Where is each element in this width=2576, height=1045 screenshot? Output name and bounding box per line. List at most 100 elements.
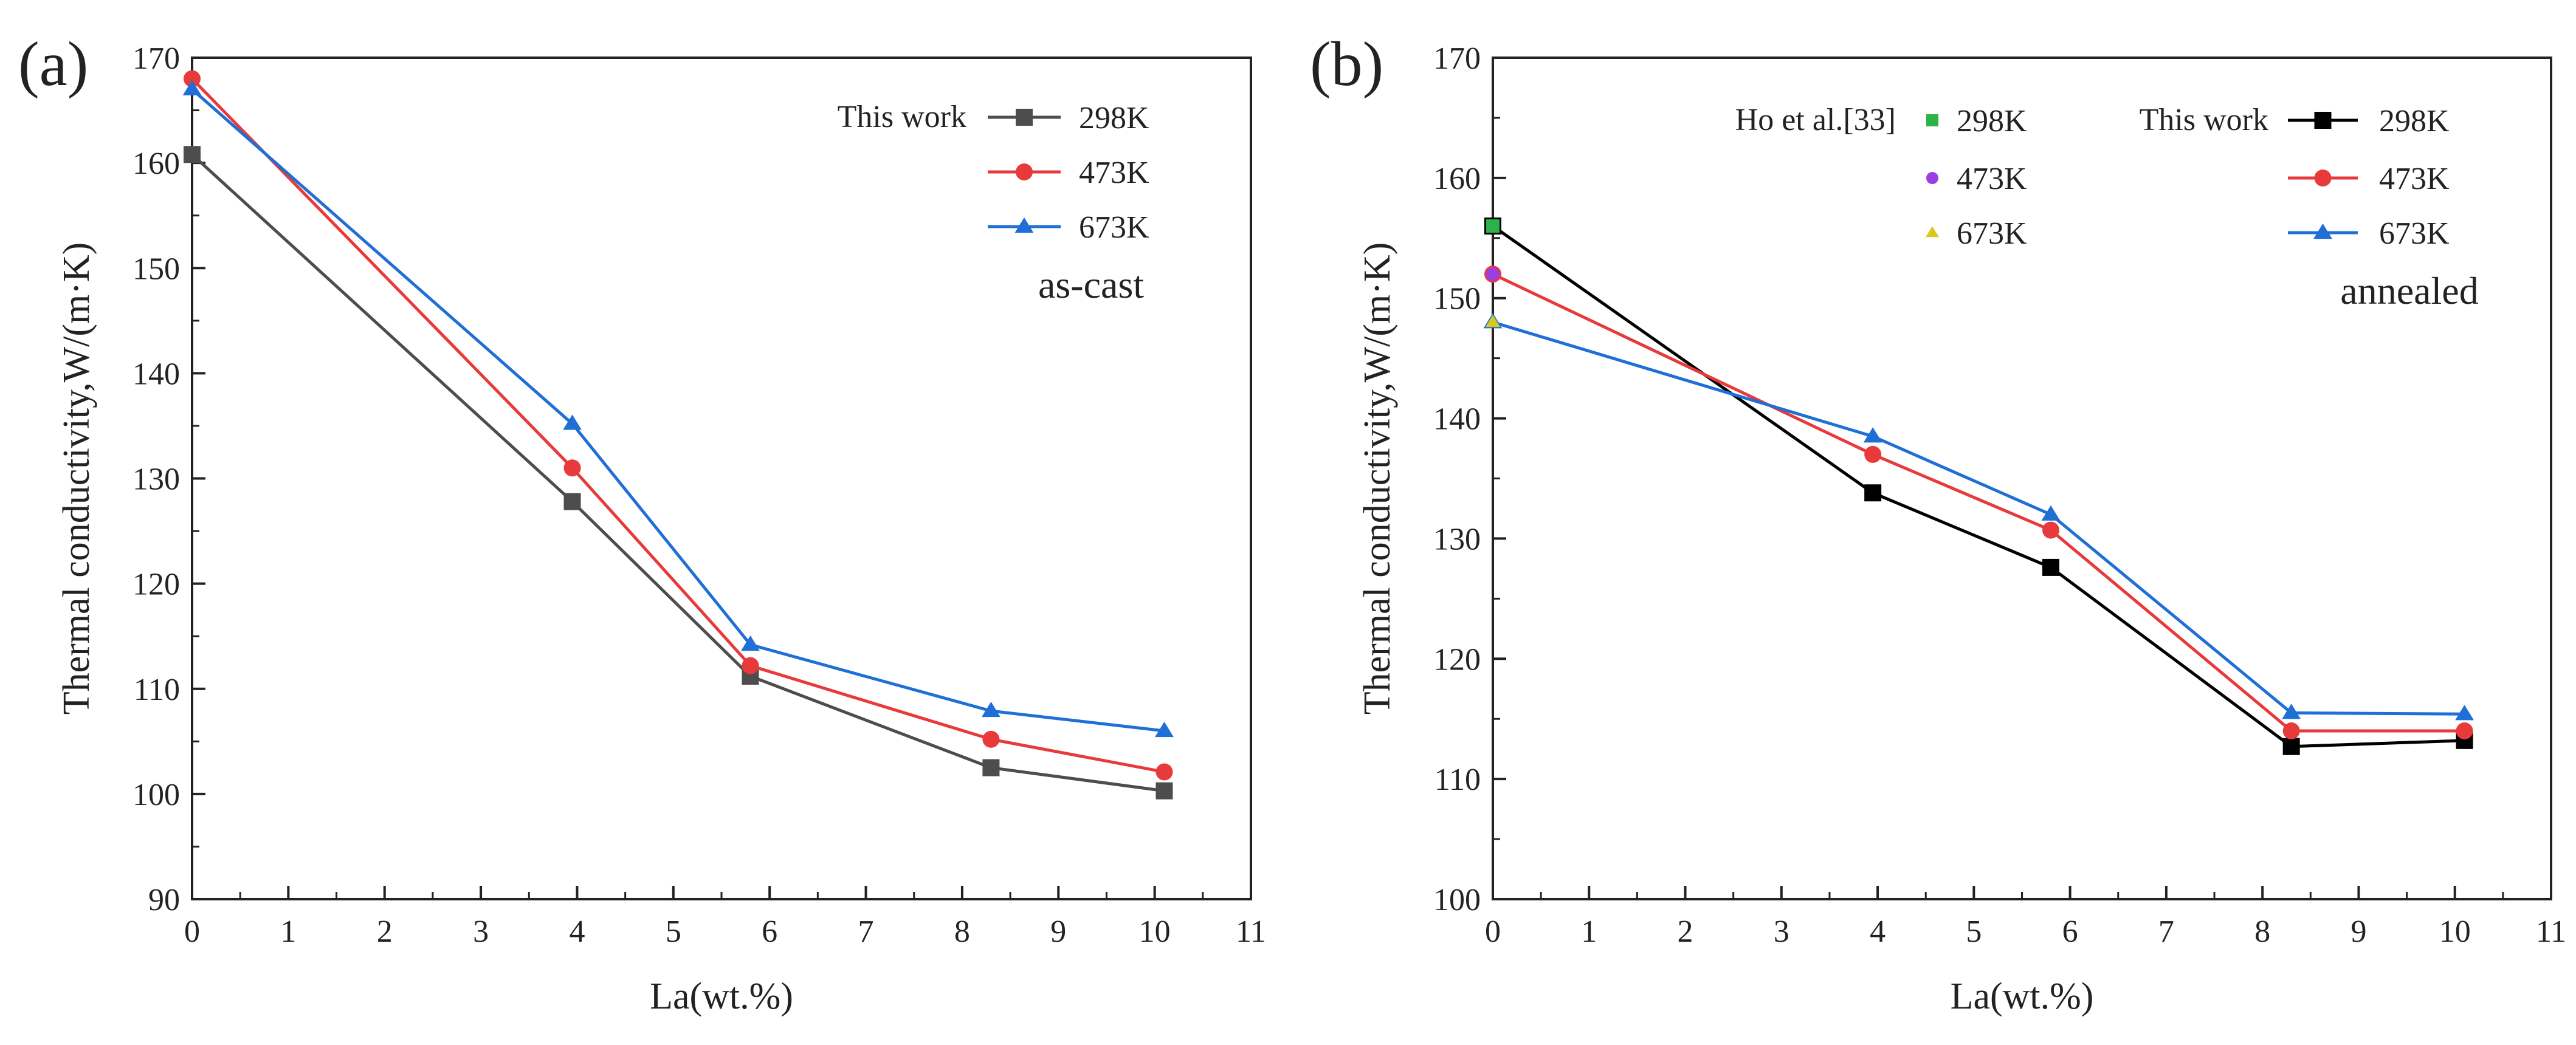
- chart-b-series-point-473K: [1864, 445, 1882, 463]
- chart-b-series-line-298K: [1492, 224, 2465, 749]
- chart-a-y-tick-label: 110: [134, 673, 180, 707]
- chart-a-series-point-473K: [184, 70, 201, 87]
- chart-a-series-point-473K: [1155, 763, 1173, 781]
- chart-b-series-point-673K: [1863, 427, 1882, 443]
- chart-b-legend-marker-473K: [2314, 170, 2332, 187]
- chart-a-series-point-298K: [1155, 782, 1173, 800]
- chart-b-x-tick-label: 5: [1966, 914, 1982, 949]
- chart-a-series-line-473K: [191, 77, 1165, 773]
- chart-a-y-tick-label: 160: [133, 146, 180, 181]
- chart-b-x-tick-label: 3: [1774, 914, 1789, 949]
- chart-b-series-line-673K: [1492, 320, 2465, 716]
- chart-a-x-tick-label: 6: [762, 914, 777, 949]
- chart-a-legend-marker-298K: [1016, 109, 1033, 126]
- chart-b-y-axis-label: Thermal conductivity,W/(m·K): [1357, 242, 1398, 715]
- chart-b-x-tick-label: 2: [1678, 914, 1693, 949]
- chart-a-series-point-673K: [741, 635, 760, 651]
- chart-a-legend-label-473K: 473K: [1079, 156, 1149, 190]
- chart-b-reference-point-473K: [1486, 267, 1500, 281]
- chart-b-series-point-673K: [2041, 505, 2061, 521]
- chart-b-reference-legend-title: Ho et al.[33]: [1735, 103, 1896, 137]
- chart-a-y-tick-label: 140: [133, 357, 180, 391]
- chart-b-y-tick-label: 100: [1433, 883, 1481, 917]
- chart-b-x-tick-label: 4: [1870, 914, 1886, 949]
- chart-b-reference-legend-marker-473K: [1926, 172, 1938, 184]
- chart-b-legend-label-298K: 298K: [2379, 104, 2450, 139]
- chart-a-y-tick-label: 120: [133, 567, 180, 602]
- chart-b-reference-legend-marker-673K: [1926, 226, 1939, 238]
- chart-b-legend-label-673K: 673K: [2379, 216, 2450, 251]
- chart-b-series-point-473K: [2042, 521, 2059, 539]
- chart-b-x-tick-label: 8: [2254, 914, 2270, 949]
- chart-a-svg: 0 1 2 3 4 5 6 7 8 9 10 11 90 100 110 120 130 140 150 160 170…: [18, 29, 1266, 1017]
- chart-a-legend-marker-673K: [1014, 217, 1034, 233]
- chart-a-legend-label-298K: 298K: [1079, 101, 1149, 135]
- chart-b-legend-marker-673K: [2313, 223, 2332, 239]
- chart-a-y-tick-label: 170: [133, 41, 180, 76]
- chart-b-series-point-673K: [2282, 704, 2301, 719]
- chart-a-series-line-673K: [191, 88, 1165, 733]
- chart-b-series-point-298K: [2282, 738, 2300, 755]
- chart-a-x-tick-label: 8: [954, 914, 970, 949]
- chart-a-y-tick-label: 150: [133, 252, 180, 286]
- chart-b-panel-label: (b): [1310, 29, 1383, 99]
- chart-b-x-tick-label: 11: [2536, 914, 2566, 949]
- chart-a-series-line-298K: [191, 153, 1165, 793]
- chart-a-series-point-673K: [1155, 721, 1174, 738]
- chart-a-annotation: as-cast: [1038, 263, 1144, 306]
- chart-a-x-tick-label: 4: [569, 914, 585, 949]
- chart-a-y-tick-label: 90: [148, 883, 180, 917]
- chart-b-reference-legend-label-473K: 473K: [1957, 162, 2027, 196]
- chart-b-y-tick-label: 150: [1433, 282, 1481, 317]
- chart-a-series-point-473K: [742, 657, 759, 674]
- chart-b-legend-title: This work: [2140, 103, 2268, 137]
- chart-b-reference-legend-label-298K: 298K: [1957, 104, 2027, 139]
- chart-b-x-tick-label: 6: [2062, 914, 2078, 949]
- chart-a-y-tick-label: 130: [133, 462, 180, 497]
- chart-a-series-point-473K: [982, 730, 1000, 748]
- chart-b-x-tick-label: 7: [2158, 914, 2174, 949]
- chart-a-panel-label: (a): [18, 29, 88, 99]
- chart-a-y-axis-label: Thermal conductivity,W/(m·K): [56, 242, 97, 715]
- chart-a-x-tick-label: 10: [1139, 914, 1171, 949]
- chart-a-legend-marker-473K: [1016, 163, 1033, 180]
- chart-a-series-point-298K: [982, 759, 1000, 776]
- chart-b-series-point-473K: [2282, 722, 2300, 739]
- chart-a-series-point-673K: [563, 414, 582, 430]
- chart-a-x-axis-label: La(wt.%): [650, 976, 793, 1017]
- chart-b-x-tick-label: 0: [1485, 914, 1501, 949]
- chart-b-legend-label-473K: 473K: [2379, 162, 2450, 196]
- chart-b-series-point-298K: [1864, 484, 1882, 502]
- chart-b-reference-point-673K: [1485, 315, 1501, 327]
- chart-b-series-point-473K: [2456, 722, 2473, 739]
- chart-a-series-point-298K: [184, 146, 201, 163]
- chart-panel-a: 0 1 2 3 4 5 6 7 8 9 10 11 90 100 110 120 130 140 150 160 170…: [18, 29, 1266, 1017]
- chart-a-x-tick-label: 1: [280, 914, 296, 949]
- chart-a-y-tick-label: 100: [133, 778, 180, 812]
- chart-a-series-point-673K: [182, 80, 202, 96]
- chart-b-y-tick-label: 120: [1433, 642, 1481, 677]
- chart-b-x-tick-label: 1: [1581, 914, 1597, 949]
- chart-b-series-point-298K: [2042, 558, 2059, 576]
- chart-b-x-tick-label: 9: [2350, 914, 2366, 949]
- chart-a-legend-label-673K: 673K: [1079, 210, 1149, 245]
- chart-b-reference-point-298K: [1486, 219, 1500, 233]
- chart-panel-b: 0 1 2 3 4 5 6 7 8 9 10 11 100 110 120 130 140 150 160 170 La…: [1288, 0, 2576, 1045]
- chart-a-series-point-298K: [563, 493, 581, 510]
- chart-b-x-axis-label: La(wt.%): [1951, 976, 2094, 1017]
- chart-b-y-tick-label: 140: [1433, 402, 1481, 437]
- chart-b-y-tick-label: 170: [1433, 41, 1481, 76]
- chart-b-y-tick-label: 110: [1434, 762, 1481, 797]
- chart-a-x-tick-label: 5: [666, 914, 681, 949]
- chart-b-legend-marker-298K: [2314, 112, 2332, 129]
- chart-b-series-line-473K: [1492, 272, 2465, 733]
- chart-a-x-tick-label: 0: [184, 914, 200, 949]
- chart-a-x-tick-label: 7: [858, 914, 874, 949]
- chart-a-legend-title: This work: [838, 100, 966, 134]
- chart-b-y-tick-label: 160: [1433, 162, 1481, 196]
- chart-b-x-tick-label: 10: [2439, 914, 2471, 949]
- chart-b-y-tick-label: 130: [1433, 522, 1481, 557]
- chart-a-series-point-473K: [563, 459, 581, 477]
- chart-a-x-tick-label: 9: [1050, 914, 1066, 949]
- chart-b-reference-legend-label-673K: 673K: [1957, 216, 2027, 251]
